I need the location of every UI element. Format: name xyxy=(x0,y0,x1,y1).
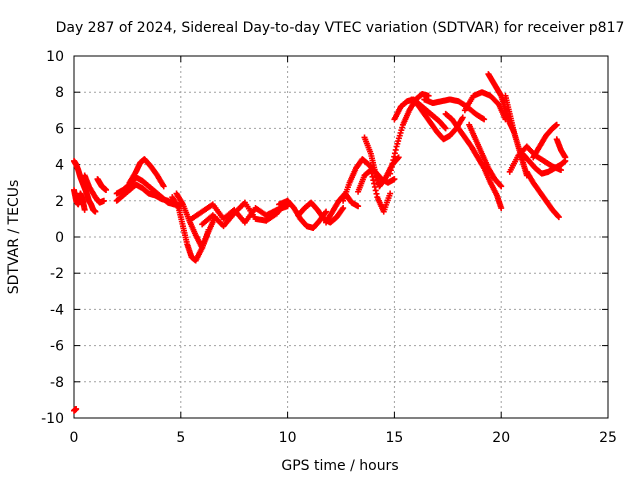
x-tick-label: 10 xyxy=(279,430,297,446)
y-tick-label: -10 xyxy=(41,411,64,427)
data-point xyxy=(340,205,347,212)
x-tick-label: 25 xyxy=(599,430,617,446)
series-sat-n xyxy=(295,199,347,226)
y-tick-label: 8 xyxy=(55,85,64,101)
data-point xyxy=(392,146,399,153)
data-point xyxy=(558,167,565,174)
data-point xyxy=(355,203,362,210)
series-sat-c xyxy=(81,172,107,206)
series-sat-d xyxy=(94,176,110,193)
data-point xyxy=(553,121,560,128)
data-point xyxy=(391,176,398,183)
data-point xyxy=(373,190,380,197)
y-tick-label: 10 xyxy=(46,49,64,65)
data-point xyxy=(387,190,394,197)
data-point xyxy=(387,167,394,174)
data-point xyxy=(372,187,379,194)
data-point xyxy=(100,197,107,204)
series-sat-v xyxy=(421,96,488,123)
series-sat-w xyxy=(442,110,505,212)
data-point xyxy=(81,206,88,213)
series-sat-b xyxy=(71,157,99,215)
data-point xyxy=(160,183,167,190)
series-sat-af xyxy=(553,136,569,161)
data-point xyxy=(481,116,488,123)
series-sat-q xyxy=(355,167,394,215)
series-sat-h xyxy=(126,156,167,190)
data-point xyxy=(92,208,99,215)
data-point xyxy=(323,208,330,215)
data-point xyxy=(442,125,449,132)
series-sat-ac xyxy=(519,150,569,177)
series-sat-ae xyxy=(530,121,560,161)
data-point xyxy=(441,124,448,131)
data-point xyxy=(387,170,394,177)
data-point xyxy=(425,92,432,99)
data-point xyxy=(390,157,397,164)
y-tick-label: -2 xyxy=(50,266,64,282)
series-sat-u xyxy=(408,96,466,143)
series-sat-a xyxy=(71,186,88,213)
series-sat-e xyxy=(71,405,80,414)
series-sat-l xyxy=(199,197,291,230)
y-axis-label: SDTVAR / TECUs xyxy=(6,180,22,295)
data-point xyxy=(498,183,505,190)
data-points xyxy=(71,71,569,414)
data-point xyxy=(555,214,562,221)
data-point xyxy=(562,154,569,161)
series-sat-y xyxy=(466,121,505,190)
data-point xyxy=(498,205,505,212)
data-point xyxy=(555,213,562,220)
data-point xyxy=(391,150,398,157)
data-point xyxy=(388,163,395,170)
series-sat-j xyxy=(173,190,218,251)
data-point xyxy=(389,160,396,167)
data-point xyxy=(391,153,398,160)
grid-lines xyxy=(74,56,608,418)
x-axis-label: GPS time / hours xyxy=(281,458,398,474)
data-point xyxy=(103,186,110,193)
x-tick-label: 5 xyxy=(176,430,185,446)
data-point xyxy=(371,180,378,187)
series-sat-s xyxy=(387,91,432,177)
series-sat-i xyxy=(169,194,212,264)
series-sat-aa xyxy=(502,92,530,179)
data-point xyxy=(73,405,80,412)
x-tick-label: 20 xyxy=(492,430,510,446)
y-tick-label: 0 xyxy=(55,230,64,246)
y-tick-label: -8 xyxy=(50,375,64,391)
y-tick-label: -4 xyxy=(50,302,64,318)
x-tick-label: 15 xyxy=(385,430,403,446)
y-tick-label: 2 xyxy=(55,194,64,210)
series-sat-ad xyxy=(523,168,562,221)
axes: 0 5 10 15 20 25 -10 -8 -6 -4 -2 0 2 4 6 8 10 xyxy=(41,49,617,446)
data-point xyxy=(459,114,466,121)
data-point xyxy=(322,209,329,216)
y-tick-label: -6 xyxy=(50,339,64,355)
data-point xyxy=(339,206,346,213)
x-tick-label: 0 xyxy=(70,430,79,446)
y-tick-label: 4 xyxy=(55,158,64,174)
chart-title: Day 287 of 2024, Sidereal Day-to-day VTE… xyxy=(56,20,625,36)
y-tick-label: 6 xyxy=(55,121,64,137)
data-point xyxy=(394,155,401,162)
data-point xyxy=(497,182,504,189)
